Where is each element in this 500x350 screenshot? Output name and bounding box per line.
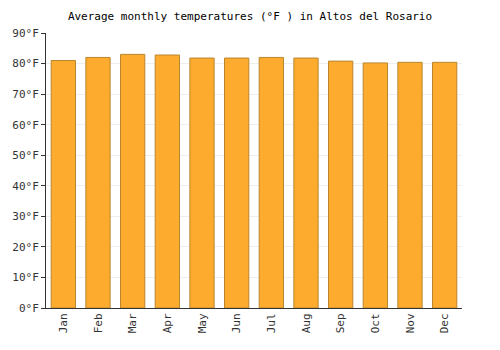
- svg-text:20°F: 20°F: [12, 241, 39, 254]
- svg-text:10°F: 10°F: [12, 271, 39, 284]
- svg-text:Apr: Apr: [161, 313, 174, 333]
- svg-text:90°F: 90°F: [12, 27, 39, 40]
- svg-text:30°F: 30°F: [12, 210, 39, 223]
- svg-text:Feb: Feb: [92, 313, 105, 333]
- svg-text:Dec: Dec: [438, 313, 451, 333]
- svg-text:Sep: Sep: [334, 313, 347, 333]
- svg-text:60°F: 60°F: [12, 119, 39, 132]
- svg-text:80°F: 80°F: [12, 57, 39, 70]
- svg-text:50°F: 50°F: [12, 149, 39, 162]
- svg-text:Nov: Nov: [404, 313, 417, 333]
- svg-text:Jan: Jan: [57, 313, 70, 333]
- svg-text:70°F: 70°F: [12, 88, 39, 101]
- svg-text:Aug: Aug: [300, 313, 313, 333]
- svg-text:May: May: [196, 313, 209, 333]
- svg-text:Average monthly temperatures (: Average monthly temperatures (°F ) in Al…: [68, 10, 432, 23]
- svg-text:40°F: 40°F: [12, 180, 39, 193]
- svg-text:Oct: Oct: [369, 313, 382, 333]
- svg-text:Jun: Jun: [230, 313, 243, 333]
- svg-text:0°F: 0°F: [19, 302, 39, 315]
- svg-text:Mar: Mar: [126, 313, 139, 333]
- svg-text:Jul: Jul: [265, 313, 278, 333]
